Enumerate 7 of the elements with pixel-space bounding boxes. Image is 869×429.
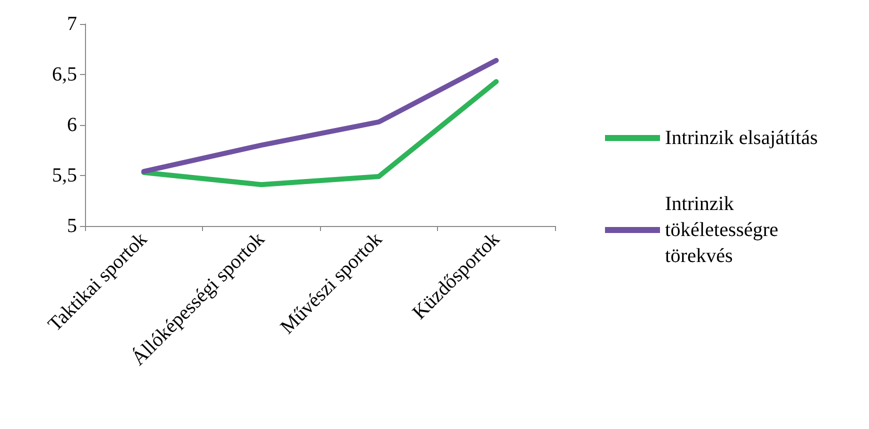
y-tick-label: 5,5 [52,164,77,186]
y-tick-label: 6,5 [52,64,77,86]
y-tick-label: 6 [67,114,77,136]
y-tick-label: 5 [67,215,77,237]
legend-label: Intrinzik tökéletességre törekvés [665,193,784,267]
y-tick-label: 7 [67,13,77,35]
legend-label: Intrinzik elsajátítás [665,127,818,149]
